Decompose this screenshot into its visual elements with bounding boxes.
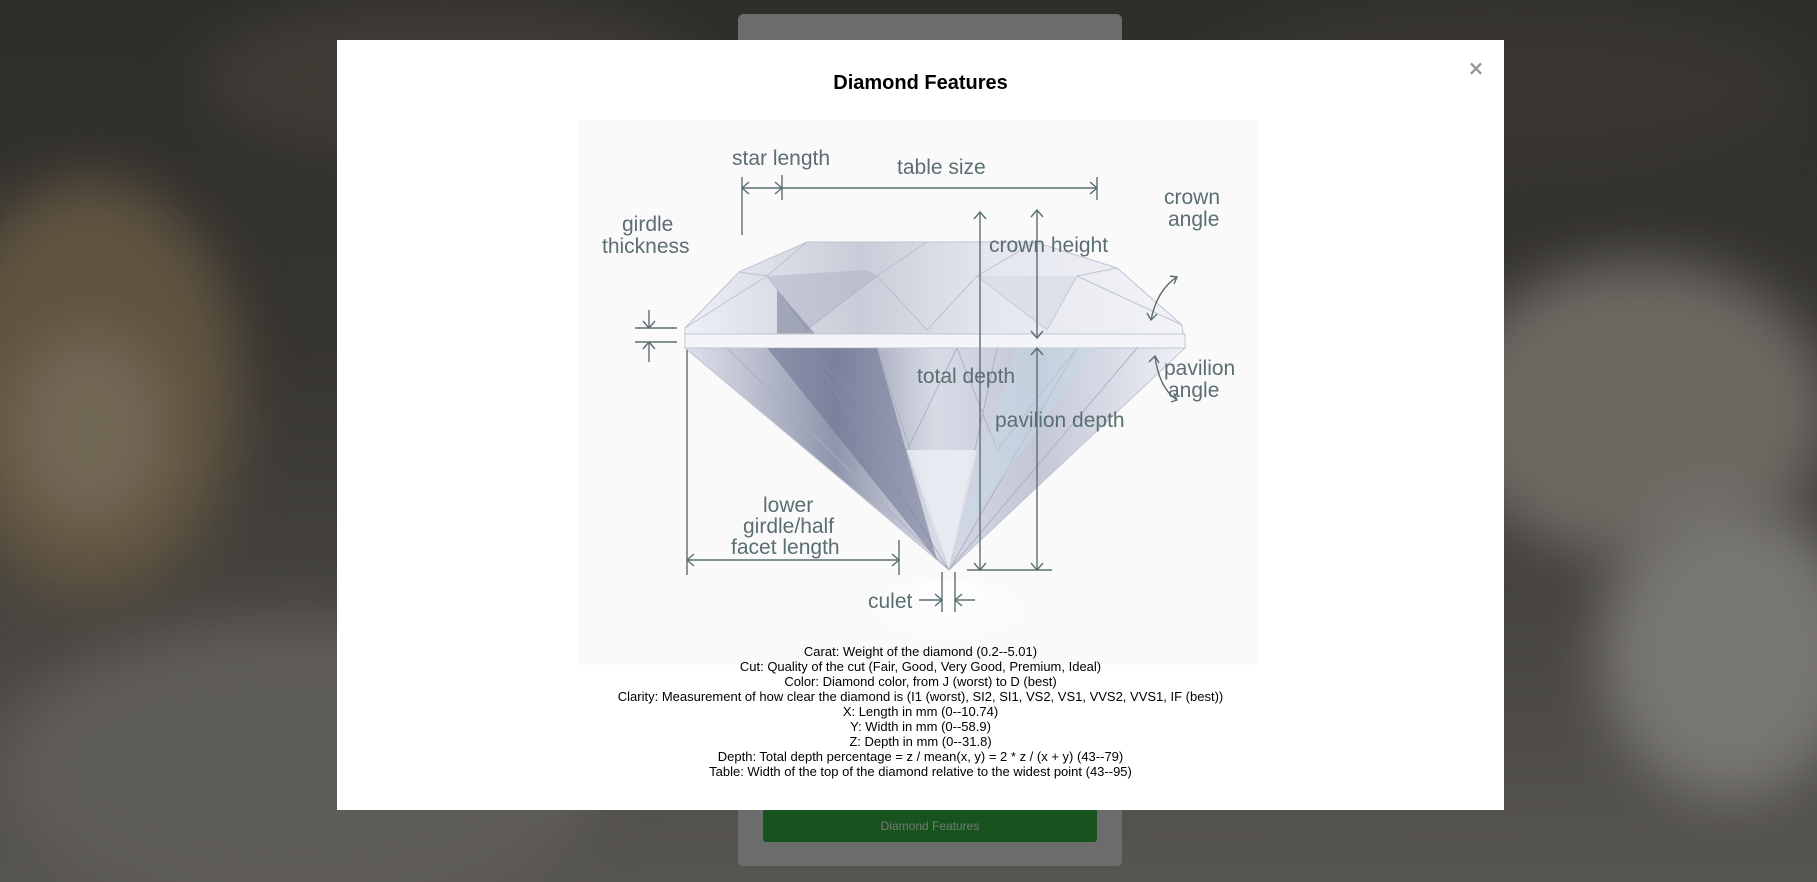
description-depth: Depth: Total depth percentage = z / mean…: [717, 749, 1124, 764]
label-girdle-half: girdle/half: [743, 515, 834, 538]
description-cut: Cut: Quality of the cut (Fair, Good, Ver…: [739, 659, 1102, 674]
modal-title: Diamond Features: [833, 72, 1008, 94]
label-lower: lower: [763, 494, 813, 517]
diamond-diagram: star length table size girdle thickness …: [577, 120, 1257, 665]
reflection: [869, 580, 1029, 660]
description-y: Y: Width in mm (0--58.9): [850, 719, 991, 734]
description-z: Z: Depth in mm (0--31.8): [849, 734, 992, 749]
label-pavilion-depth: pavilion depth: [995, 409, 1125, 432]
label-crown: crown: [1164, 186, 1220, 209]
label-culet: culet: [868, 590, 913, 613]
label-star-length: star length: [732, 147, 830, 170]
description-carat: Carat: Weight of the diamond (0.2--5.01): [803, 644, 1038, 659]
underlay-diamond-features-button: Diamond Features: [763, 809, 1097, 842]
label-girdle: girdle: [622, 213, 673, 236]
close-button[interactable]: ×: [1467, 56, 1485, 80]
description-clarity: Clarity: Measurement of how clear the di…: [617, 689, 1224, 704]
measurement-lines: [635, 175, 1179, 612]
description-color: Color: Diamond color, from J (worst) to …: [784, 674, 1057, 689]
label-table-size: table size: [897, 156, 986, 179]
diamond-girdle: [684, 333, 1186, 349]
feature-descriptions: Carat: Weight of the diamond (0.2--5.01)…: [337, 644, 1504, 779]
diamond-features-modal: × Diamond Features: [337, 40, 1504, 810]
label-thickness: thickness: [602, 235, 690, 258]
label-crown-height: crown height: [989, 234, 1108, 257]
diamond-illustration: star length table size girdle thickness …: [602, 147, 1235, 660]
description-table: Table: Width of the top of the diamond r…: [709, 764, 1132, 779]
description-x: X: Length in mm (0--10.74): [842, 704, 999, 719]
label-pavilion-angle: angle: [1168, 379, 1219, 402]
label-crown-angle: angle: [1168, 208, 1219, 231]
label-pavilion: pavilion: [1164, 357, 1235, 380]
label-facet-length: facet length: [731, 536, 840, 559]
label-total-depth: total depth: [917, 365, 1015, 388]
diamond-crown: [684, 241, 1186, 349]
